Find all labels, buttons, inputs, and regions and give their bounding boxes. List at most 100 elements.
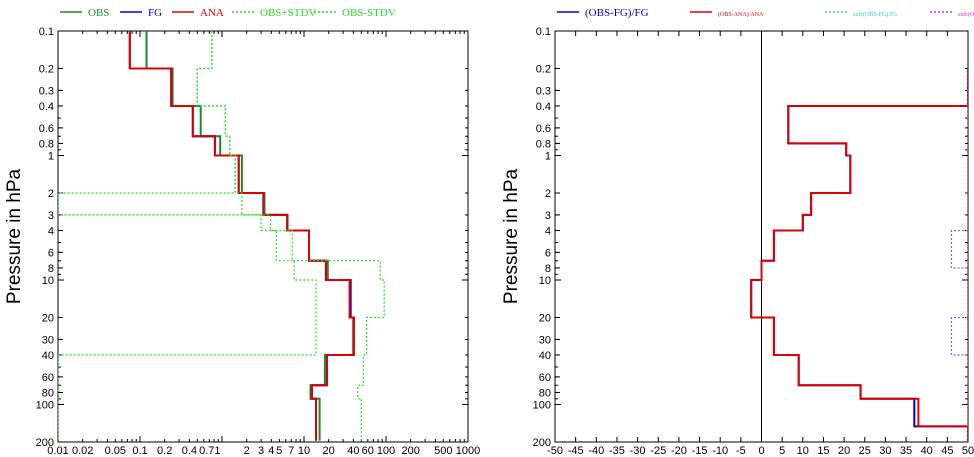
x-tick-label: -30 — [630, 445, 646, 457]
legend-label: ANA — [200, 7, 224, 19]
x-tick-label: 7 — [288, 445, 294, 457]
legend-label: stdv(OBS-FG)/FG — [853, 11, 898, 18]
x-tick-label: 100 — [377, 445, 395, 457]
series-line-fg — [128, 31, 355, 441]
y-tick-label: 2 — [545, 188, 551, 200]
y-axis-title: Pressure in hPa — [4, 168, 25, 304]
y-tick-label: 200 — [36, 437, 54, 449]
legend-entry-fg: FG — [120, 7, 162, 19]
relative-difference-chart: 0.10.20.30.40.60.81234681020304060801002… — [501, 7, 974, 457]
x-tick-label: 4 — [268, 445, 274, 457]
x-tick-label: 5 — [276, 445, 282, 457]
y-tick-label: 40 — [42, 350, 54, 362]
y-tick-label: 6 — [48, 247, 54, 259]
legend-label: (OBS-FG)/FG — [585, 7, 649, 19]
legend-label: OBS+STDV — [260, 7, 316, 19]
y-tick-label: 0.6 — [536, 123, 551, 135]
y-tick-label: 80 — [539, 387, 551, 399]
x-tick-label: 0.71 — [199, 445, 220, 457]
y-tick-label: 0.3 — [39, 85, 54, 97]
x-tick-label: -50 — [547, 445, 563, 457]
legend-entry-obs-stdv: OBS+STDV — [232, 7, 316, 19]
series-line-obs-stdv — [58, 31, 317, 441]
series-line-obs-ana-ana — [750, 68, 968, 441]
y-tick-label: 3 — [48, 210, 54, 222]
y-tick-label: 0.1 — [536, 26, 551, 38]
ozone-profile-chart: 0.10.20.30.40.60.81234681020304060801002… — [4, 7, 480, 457]
legend-label: OBS-STDV — [342, 7, 396, 19]
x-tick-label: -15 — [692, 445, 708, 457]
legend-entry-obs-fg-fg: (OBS-FG)/FG — [557, 7, 649, 19]
legend-entry-obs-stdv: OBS-STDV — [314, 7, 396, 19]
y-tick-label: 0.8 — [39, 138, 54, 150]
legend-entry-obs: OBS — [60, 7, 109, 19]
y-tick-label: 6 — [545, 247, 551, 259]
x-tick-label: 3 — [258, 445, 264, 457]
x-tick-label: 45 — [941, 445, 953, 457]
x-tick-label: 50 — [962, 445, 974, 457]
x-tick-label: 0.05 — [105, 445, 126, 457]
y-tick-label: 40 — [539, 350, 551, 362]
x-tick-label: 0.02 — [72, 445, 93, 457]
legend-label: stdv(OBS-AN)/ANA — [958, 11, 974, 18]
y-tick-label: 20 — [42, 312, 54, 324]
x-tick-label: 0.4 — [182, 445, 197, 457]
y-tick-label: 20 — [539, 312, 551, 324]
legend-entry-obs-ana-ana: (OBS-ANA)/ANA — [690, 11, 764, 18]
x-tick-label: -35 — [609, 445, 625, 457]
y-tick-label: 8 — [48, 263, 54, 275]
y-axis-title: Pressure in hPa — [501, 168, 522, 304]
y-tick-label: 8 — [545, 263, 551, 275]
y-tick-label: 1 — [545, 151, 551, 163]
y-tick-label: 100 — [36, 400, 54, 412]
y-tick-label: 0.3 — [536, 85, 551, 97]
x-tick-label: 40 — [921, 445, 933, 457]
x-tick-label: -45 — [568, 445, 584, 457]
x-tick-label: 1000 — [456, 445, 480, 457]
y-tick-label: 30 — [539, 334, 551, 346]
legend-label: OBS — [88, 7, 109, 19]
x-tick-label: -5 — [736, 445, 746, 457]
y-tick-label: 0.4 — [536, 101, 551, 113]
x-tick-label: -20 — [671, 445, 687, 457]
x-tick-label: 200 — [402, 445, 420, 457]
y-tick-label: 0.4 — [39, 101, 54, 113]
series-line-obs-stdv — [196, 31, 385, 441]
x-tick-label: 5 — [779, 445, 785, 457]
y-tick-label: 2 — [48, 188, 54, 200]
y-tick-label: 30 — [42, 334, 54, 346]
y-tick-label: 1 — [48, 151, 54, 163]
x-tick-label: -10 — [712, 445, 728, 457]
plot-frame — [57, 30, 469, 443]
x-tick-label: 0.2 — [157, 445, 172, 457]
series-line-obs — [145, 31, 356, 441]
series-group — [58, 31, 385, 441]
legend-label: (OBS-ANA)/ANA — [718, 11, 764, 18]
x-tick-label: 10 — [298, 445, 310, 457]
x-tick-label: 40 — [347, 445, 359, 457]
series-group — [750, 68, 968, 441]
x-tick-label: 25 — [859, 445, 871, 457]
y-tick-label: 0.8 — [536, 138, 551, 150]
x-tick-label: 30 — [879, 445, 891, 457]
x-tick-label: 20 — [323, 445, 335, 457]
x-tick-label: 0.01 — [47, 445, 68, 457]
x-tick-label: -25 — [650, 445, 666, 457]
x-tick-label: 0.1 — [132, 445, 147, 457]
y-tick-label: 100 — [533, 400, 551, 412]
y-tick-label: 3 — [545, 210, 551, 222]
x-tick-label: 500 — [434, 445, 452, 457]
x-tick-label: 60 — [362, 445, 374, 457]
x-tick-label: 35 — [900, 445, 912, 457]
stdv-segment-line — [950, 229, 968, 356]
legend-entry-stdv-obs-fg-fg: stdv(OBS-FG)/FG — [825, 11, 898, 18]
y-tick-label: 200 — [533, 437, 551, 449]
y-tick-label: 0.2 — [536, 63, 551, 75]
x-tick-label: 15 — [817, 445, 829, 457]
y-tick-label: 4 — [545, 225, 551, 237]
x-tick-label: 20 — [838, 445, 850, 457]
y-tick-label: 80 — [42, 387, 54, 399]
x-tick-label: 2 — [244, 445, 250, 457]
y-tick-label: 0.2 — [39, 63, 54, 75]
